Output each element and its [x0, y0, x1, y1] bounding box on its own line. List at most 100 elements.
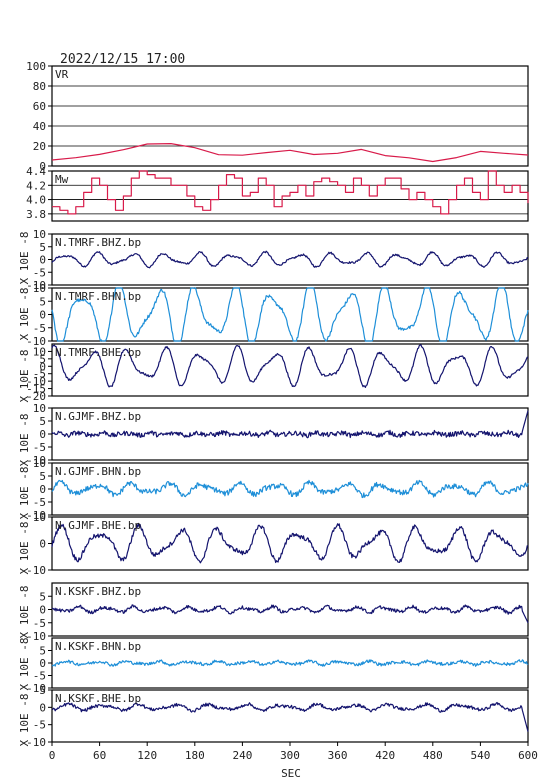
y-tick-label: 5: [39, 295, 46, 308]
y-tick-label: 10: [33, 457, 46, 470]
panel-frame: [51, 343, 529, 397]
y-tick-label: -10: [26, 736, 46, 749]
y-tick-label: 5: [39, 470, 46, 483]
y-tick-label: 5: [39, 241, 46, 254]
series-line: [51, 479, 529, 499]
panel: 0 20 40 60 80 100 VR: [26, 60, 529, 173]
y-axis-label: X 10E -8: [18, 467, 31, 520]
panel-label: N.KSKF.BHN.bp: [55, 640, 141, 653]
y-tick-label: -10: [26, 682, 46, 695]
panel: -10-505 N.KSKF.BHZ.bp: [26, 582, 529, 643]
x-tick-label: 120: [137, 749, 157, 762]
y-tick-label: 0: [39, 538, 46, 551]
y-tick-label: 5: [39, 415, 46, 428]
panel-label: N.TMRF.BHN.bp: [55, 290, 141, 303]
y-tick-label: 0: [39, 254, 46, 267]
x-tick-label: 240: [232, 749, 252, 762]
y-tick-label: 10: [33, 228, 46, 241]
x-tick-label: 360: [328, 749, 348, 762]
panel-frame: [51, 65, 529, 167]
y-tick-label: 40: [33, 120, 46, 133]
y-tick-label: 4.4: [26, 165, 46, 178]
panel-label: N.TMRF.BHZ.bp: [55, 236, 141, 249]
y-tick-label: -10: [26, 564, 46, 577]
x-tick-label: 0: [49, 749, 56, 762]
y-axis-label: X 10E -8: [18, 638, 31, 691]
y-axis-label: X 10E -8: [18, 414, 31, 467]
panel-label: N.GJMF.BHZ.bp: [55, 410, 141, 423]
x-tick-label: 600: [518, 749, 538, 762]
y-tick-label: 5: [39, 684, 46, 697]
y-tick-label: 0: [39, 160, 46, 173]
series-line: [51, 522, 529, 564]
y-tick-label: -5: [33, 719, 46, 732]
y-tick-label: 0: [39, 604, 46, 617]
series-line: [51, 410, 529, 439]
y-tick-label: -5: [33, 266, 46, 279]
timestamp: 2022/12/15 17:00: [60, 52, 185, 67]
y-tick-label: -10: [26, 375, 46, 388]
series-line: [51, 287, 529, 342]
y-tick-label: 3.8: [26, 208, 46, 221]
panel-label: N.GJMF.BHE.bp: [55, 519, 141, 532]
y-tick-label: -5: [33, 670, 46, 683]
y-axis-label: X 10E -8: [18, 586, 31, 639]
y-axis-label: X 10E -8: [18, 350, 31, 403]
x-tick-label: 180: [185, 749, 205, 762]
y-tick-label: 60: [33, 100, 46, 113]
y-tick-label: -15: [26, 383, 46, 396]
panels: 020406080100VR3.84.04.24.4Mw-10-50510N.T…: [18, 60, 529, 749]
y-tick-label: 0: [39, 360, 46, 373]
series-line: [51, 344, 529, 388]
x-tick-label: 60: [93, 749, 106, 762]
y-tick-label: 10: [33, 345, 46, 358]
y-tick-label: 0: [39, 428, 46, 441]
y-tick-label: -5: [33, 617, 46, 630]
y-tick-label: 5: [39, 590, 46, 603]
y-axis-label: X 10E -8: [18, 232, 31, 285]
x-axis: 0 60 120 180 240 300 360 420 480 540 600: [49, 742, 538, 762]
x-tick-label: 300: [280, 749, 300, 762]
panel: 3.84.0 4.24.4 Mw: [26, 165, 529, 222]
panel: -10 0 10 N.GJMF.BHE.bp: [26, 511, 529, 577]
panel-label: N.KSKF.BHE.bp: [55, 692, 141, 705]
y-tick-label: -20: [26, 390, 46, 403]
series-line: [51, 659, 529, 667]
panel-label: VR: [55, 68, 69, 81]
y-tick-label: -10: [26, 335, 46, 348]
y-tick-label: -10: [26, 279, 46, 292]
series-line: [52, 604, 529, 624]
y-tick-label: 4.0: [26, 194, 46, 207]
y-tick-label: 4.2: [26, 179, 46, 192]
series-line: [51, 143, 529, 163]
x-axis-label: SEC: [281, 767, 301, 780]
y-tick-label: -10: [26, 630, 46, 643]
y-tick-label: 0: [39, 483, 46, 496]
y-tick-label: 0: [39, 657, 46, 670]
y-tick-label: 0: [39, 701, 46, 714]
y-tick-label: 5: [39, 353, 46, 366]
y-tick-label: 20: [33, 140, 46, 153]
y-tick-label: 10: [33, 402, 46, 415]
panel-label: N.KSKF.BHZ.bp: [55, 585, 141, 598]
y-tick-label: -5: [33, 496, 46, 509]
x-tick-label: 480: [423, 749, 443, 762]
y-tick-label: 10: [33, 511, 46, 524]
y-tick-label: -5: [33, 322, 46, 335]
panel-label: Mw: [55, 173, 69, 186]
y-tick-label: 100: [26, 60, 46, 73]
x-tick-label: 420: [375, 749, 395, 762]
y-tick-label: 5: [39, 645, 46, 658]
y-tick-label: -5: [33, 441, 46, 454]
series-line: [51, 250, 528, 269]
panel-label: N.GJMF.BHN.bp: [55, 465, 141, 478]
y-axis-label: X 10E -8: [18, 288, 31, 341]
panel-label: N.TMRF.BHE.bp: [55, 346, 141, 359]
y-axis-label: X 10E -8: [18, 694, 31, 747]
y-tick-label: 10: [33, 282, 46, 295]
